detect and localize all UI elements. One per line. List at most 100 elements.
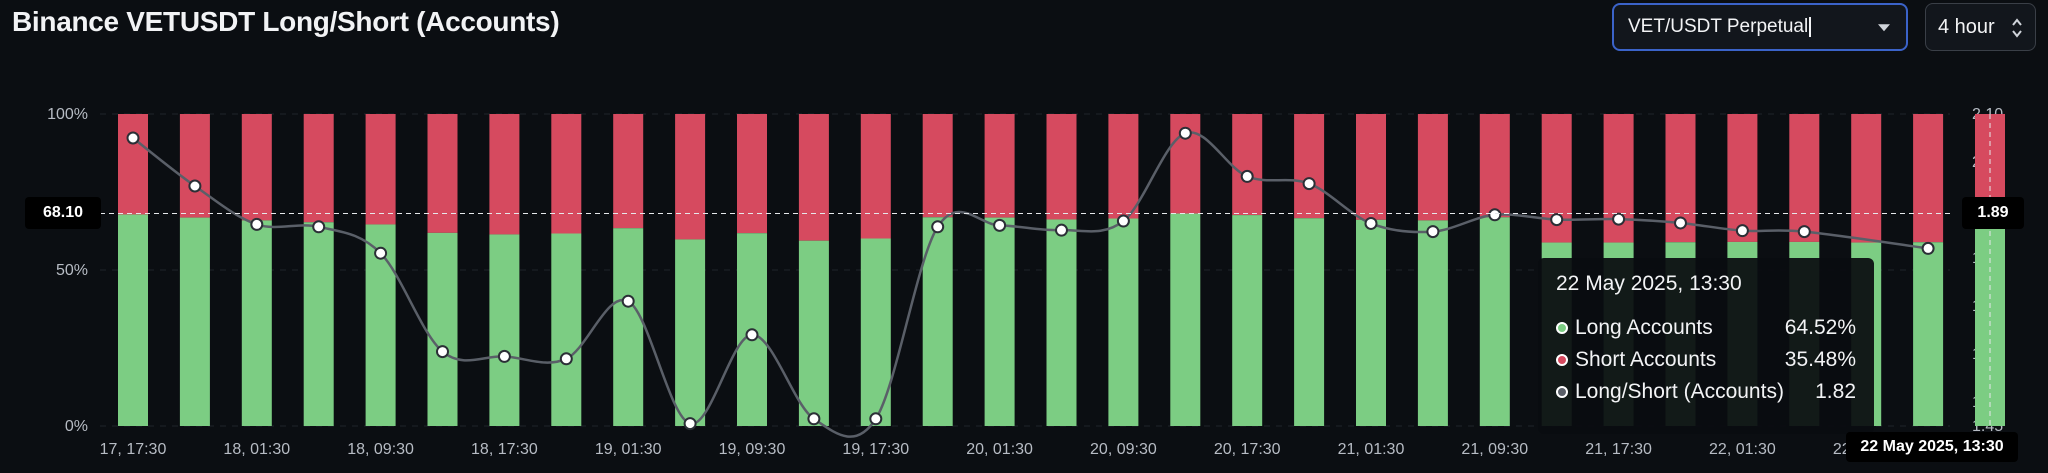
ratio-point (1674, 216, 1687, 230)
tooltip-title: 22 May 2025, 13:30 (1556, 272, 1742, 295)
long-bar (1479, 217, 1510, 426)
ratio-point (993, 218, 1007, 232)
short-bar (303, 114, 334, 223)
ratio-point (1488, 208, 1502, 222)
ratio-point (1240, 169, 1254, 183)
short-bar (179, 114, 210, 218)
short-bar (489, 114, 520, 235)
long-bar (1356, 219, 1386, 426)
tooltip-label: Long/Short (Accounts) (1575, 380, 1784, 403)
short-bar (1294, 114, 1325, 219)
ratio-point (1116, 214, 1130, 228)
long-bar (427, 232, 458, 426)
short-bar (427, 114, 458, 233)
long-bar (1913, 242, 1944, 426)
x-axis-tick: 19, 09:30 (719, 441, 786, 458)
chart-tooltip: 22 May 2025, 13:30 Long Accounts 64.52% … (1538, 258, 1874, 434)
tooltip-label: Short Accounts (1575, 348, 1717, 371)
ratio-point (683, 417, 697, 431)
long-bar (1232, 215, 1263, 426)
ratio-point (436, 345, 449, 359)
left-axis-tick: 50% (56, 262, 88, 279)
ratio-point (1055, 223, 1068, 237)
short-bar (737, 114, 767, 234)
ratio-point (374, 246, 388, 260)
left-axis-tick: 100% (47, 106, 88, 123)
pair-select[interactable]: VET/USDT Perpetual (1612, 3, 1908, 51)
x-axis-tick: 18, 09:30 (347, 441, 414, 458)
ratio-dot-icon (1556, 386, 1568, 398)
pair-select-value: VET/USDT Perpetual (1628, 16, 1809, 37)
short-bar (241, 114, 272, 221)
short-bar (1851, 114, 1882, 243)
long-bar (1046, 219, 1077, 426)
interval-select-value: 4 hour (1938, 15, 1995, 38)
short-bar (1108, 114, 1139, 219)
tooltip-value: 1.82 (1815, 380, 1856, 403)
long-bar (489, 234, 520, 426)
long-bar (118, 214, 148, 426)
x-axis-tick: 19, 17:30 (842, 441, 909, 458)
ratio-point (1426, 225, 1440, 239)
long-bar (179, 217, 210, 426)
short-bar (1913, 114, 1944, 243)
short-bar (984, 114, 1015, 218)
ratio-point (126, 131, 140, 145)
x-axis-tick: 22, 01:30 (1709, 441, 1776, 458)
ratio-point (1302, 177, 1316, 191)
x-axis-tick: 20, 17:30 (1214, 441, 1281, 458)
x-axis-tick: 18, 01:30 (223, 441, 290, 458)
tooltip-label: Long Accounts (1575, 316, 1713, 339)
short-bar (1046, 114, 1077, 220)
x-axis-tick: 20, 01:30 (966, 441, 1033, 458)
tooltip-value: 64.52% (1784, 316, 1856, 339)
text-cursor (1809, 17, 1812, 37)
chevron-down-icon (1878, 24, 1890, 32)
x-axis-tick: 19, 01:30 (595, 441, 662, 458)
x-axis-tick: 21, 17:30 (1585, 441, 1652, 458)
short-bar (551, 114, 582, 234)
ratio-point (931, 220, 945, 234)
short-bar (1479, 114, 1510, 218)
left-axis-tick: 0% (65, 418, 88, 435)
ratio-point (250, 217, 264, 231)
long-bar (241, 220, 272, 426)
ratio-point (621, 294, 635, 308)
short-bar (1356, 114, 1386, 220)
ratio-point (807, 412, 821, 426)
ratio-point (1612, 212, 1626, 226)
ratio-point (312, 220, 326, 234)
ratio-point (559, 352, 573, 366)
short-bar (365, 114, 396, 225)
chevron-updown-icon (2012, 18, 2022, 38)
short-bar (1727, 114, 1758, 242)
ratio-point (1364, 216, 1378, 230)
ratio-point (1735, 224, 1749, 238)
interval-select[interactable]: 4 hour (1925, 3, 2036, 51)
short-bar (675, 114, 706, 240)
short-bar (922, 114, 953, 218)
ratio-point (497, 349, 511, 363)
long-bar (1294, 218, 1325, 426)
x-axis-tick: 21, 01:30 (1338, 441, 1405, 458)
long-bar (303, 222, 334, 426)
long-bar (798, 240, 829, 426)
x-axis-tick: 21, 09:30 (1461, 441, 1528, 458)
ratio-point (1178, 126, 1192, 140)
tooltip-row-short: Short Accounts 35.48% (1556, 344, 1856, 376)
page-title: Binance VETUSDT Long/Short (Accounts) (12, 6, 560, 37)
long-bar (675, 239, 706, 426)
ratio-point (188, 179, 202, 193)
tooltip-row-ratio: Long/Short (Accounts) 1.82 (1556, 376, 1856, 408)
crosshair-right-badge: 1.89 (1962, 197, 2024, 229)
short-bar (798, 114, 829, 241)
long-bar (1108, 218, 1139, 426)
short-bar (613, 114, 644, 229)
short-dot-icon (1556, 354, 1568, 366)
ratio-point (745, 328, 759, 342)
long-dot-icon (1556, 322, 1568, 334)
crosshair-x-badge: 22 May 2025, 13:30 (1846, 432, 2018, 462)
long-bar (613, 228, 644, 426)
tooltip-value: 35.48% (1784, 348, 1856, 371)
long-bar (1170, 213, 1201, 426)
